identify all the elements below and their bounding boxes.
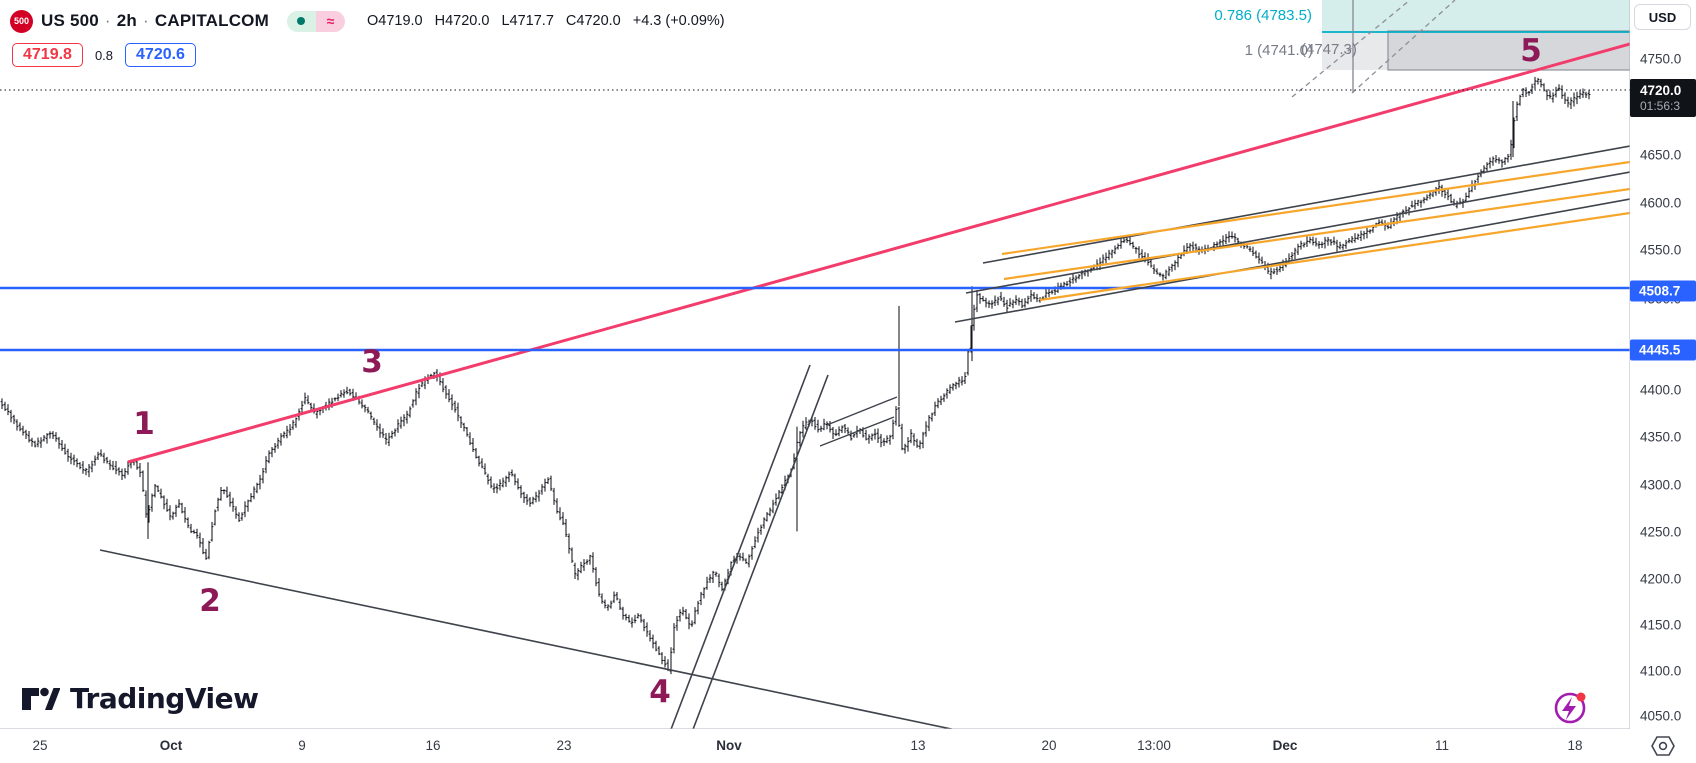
channel-black-2	[965, 171, 1630, 294]
market-open-dot-icon	[286, 10, 316, 32]
price-tick: 4200.0	[1640, 571, 1682, 587]
current-price-label: 4720.0 01:56:3	[1630, 79, 1696, 117]
time-tick: 13	[910, 738, 926, 753]
exchange-label: CAPITALCOM	[154, 11, 269, 30]
time-tick: 25	[32, 738, 48, 753]
price-axis[interactable]: USD 4750.04650.04600.04550.04500.04400.0…	[1630, 0, 1696, 729]
flag-upper	[826, 396, 898, 426]
fib-gray-zone	[1322, 32, 1630, 70]
ohlc-item: C4720.0	[565, 13, 621, 29]
level-price-label: 4508.7	[1630, 280, 1696, 302]
channel-black-1	[982, 145, 1630, 264]
interval-label: 2h	[116, 11, 138, 30]
spread-label: 0.8	[94, 47, 114, 63]
tradingview-logo-text: TradingView	[70, 682, 259, 715]
ohlc-item: H4720.0	[434, 13, 490, 29]
price-tick: 4400.0	[1640, 382, 1682, 398]
level-price-label: 4445.5	[1630, 339, 1696, 361]
time-tick: 9	[298, 738, 306, 753]
price-tick: 4600.0	[1640, 195, 1682, 211]
wave-label-2[interactable]: 2	[199, 583, 221, 619]
fib-teal-zone	[1322, 0, 1630, 32]
ohlc-item: O4719.0	[366, 13, 423, 29]
price-tick: 4100.0	[1640, 663, 1682, 679]
ohlc-item: L4717.7	[501, 13, 554, 29]
price-tick: 4650.0	[1640, 147, 1682, 163]
fib-dashed-1	[1291, 0, 1411, 98]
price-tick: 4050.0	[1640, 708, 1682, 724]
notification-dot	[1576, 692, 1586, 702]
wave-label-5[interactable]: 5	[1520, 33, 1542, 69]
price-tick: 4250.0	[1640, 524, 1682, 540]
market-status-toggle[interactable]: ≈	[286, 10, 345, 32]
currency-button[interactable]: USD	[1634, 4, 1691, 30]
tradingview-logo[interactable]: TradingView	[22, 682, 259, 715]
time-tick: 20	[1041, 738, 1057, 753]
time-tick: 13:00	[1137, 738, 1171, 753]
tradingview-logo-icon	[22, 687, 60, 710]
wave-label-4[interactable]: 4	[649, 674, 671, 710]
price-tick: 4550.0	[1640, 242, 1682, 258]
fib-level-alt-label: (4747.3)	[1301, 41, 1357, 58]
scale-settings-button[interactable]	[1630, 729, 1696, 763]
time-tick: 11	[1434, 738, 1450, 753]
time-tick: 16	[425, 738, 441, 753]
channel-orange-1	[1001, 160, 1630, 256]
symbol-badge[interactable]: 500	[10, 9, 33, 33]
symbol-legend: 500 US 500 · 2h · CAPITALCOM ≈ O4719.0 H4…	[10, 8, 725, 67]
separator-dot: ·	[104, 11, 111, 30]
flag-lower	[819, 416, 895, 447]
separator-dot: ·	[143, 11, 149, 30]
time-axis[interactable]: 25 Oct 9 16 23 Nov 13 20 13:00 Dec 11 18	[0, 729, 1630, 763]
time-tick: 23	[556, 738, 572, 753]
time-tick: Dec	[1272, 738, 1298, 753]
flash-icon[interactable]	[1549, 688, 1593, 728]
buy-price-button[interactable]: 4720.6	[125, 43, 196, 67]
wave-label-3[interactable]: 3	[361, 344, 383, 380]
symbol-title[interactable]: US 500 · 2h · CAPITALCOM	[41, 11, 269, 31]
approx-icon: ≈	[315, 10, 345, 32]
price-tick: 4150.0	[1640, 617, 1682, 633]
time-tick: Nov	[716, 738, 742, 753]
gear-icon	[1651, 736, 1675, 756]
descending-trendline	[99, 549, 956, 729]
wave-label-1[interactable]: 1	[133, 406, 155, 442]
sell-price-button[interactable]: 4719.8	[12, 43, 83, 67]
fib-level-0786-label: 0.786 (4783.5)	[1214, 7, 1312, 24]
time-tick: 18	[1567, 738, 1583, 753]
price-tick: 4300.0	[1640, 477, 1682, 493]
price-tick: 4750.0	[1640, 51, 1682, 67]
channel-orange-3	[1039, 211, 1630, 302]
channel-orange-2	[1003, 187, 1630, 281]
price-tick: 4350.0	[1640, 429, 1682, 445]
time-tick: Oct	[159, 738, 183, 753]
steep-channel-left	[670, 364, 811, 729]
fib-level-1-label: 1 (4741.0)	[1244, 42, 1313, 59]
steep-channel-right	[692, 374, 829, 729]
fib-gray-box	[1387, 30, 1630, 71]
ohlc-values: O4719.0 H4720.0 L4717.7 C4720.0 +4.3 (+0.09%…	[367, 13, 725, 29]
price-bars	[0, 76, 1591, 675]
symbol-name: US 500	[41, 11, 99, 30]
channel-black-3	[954, 198, 1630, 323]
ohlc-item: +4.3 (+0.09%)	[632, 13, 725, 29]
wave-1-3-5-trendline	[127, 42, 1630, 464]
